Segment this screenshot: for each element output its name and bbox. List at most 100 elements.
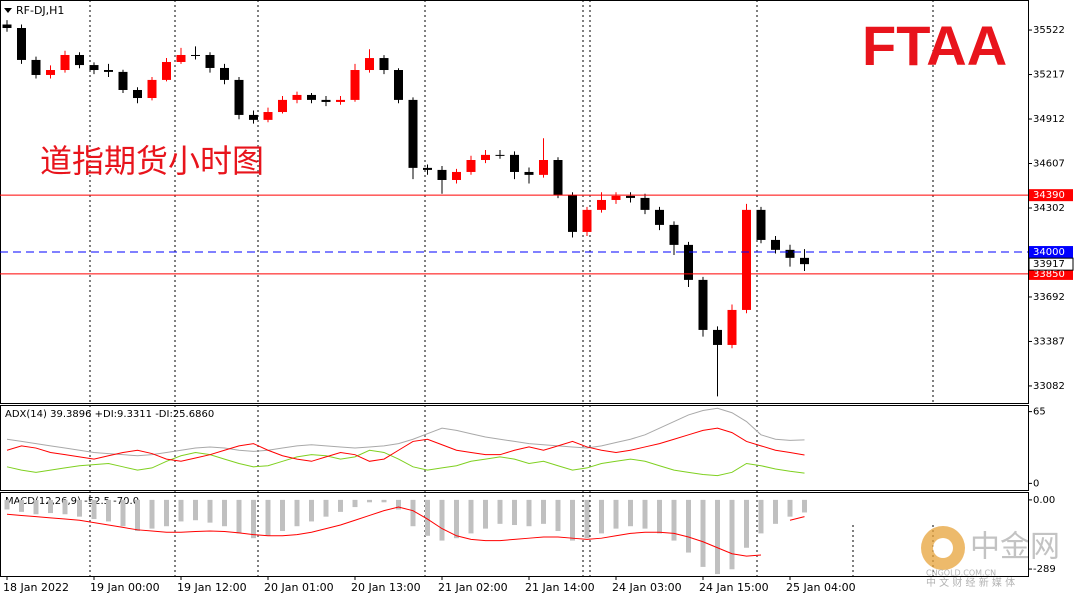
x-tick-label: 20 Jan 13:00 xyxy=(351,581,421,594)
histogram-bar xyxy=(323,499,329,517)
y-tick-label: 33387 xyxy=(1033,336,1065,347)
y-tick-label: 33692 xyxy=(1033,292,1065,303)
price-label-box xyxy=(1028,257,1074,271)
histogram-bar xyxy=(4,499,10,510)
histogram-bar xyxy=(410,499,416,527)
logo: FTAA xyxy=(862,14,1007,77)
candle-body xyxy=(234,79,244,115)
candle-body xyxy=(524,171,534,175)
histogram-bar xyxy=(381,499,387,503)
histogram-bar xyxy=(454,499,459,539)
candle-body xyxy=(278,99,287,113)
histogram-bar xyxy=(715,499,720,575)
histogram-bar xyxy=(570,499,575,541)
candle-body xyxy=(539,160,548,175)
candle-body xyxy=(568,195,577,232)
candle-body xyxy=(321,99,331,102)
candle-body xyxy=(611,195,621,200)
candle-body xyxy=(408,99,418,168)
candle-body xyxy=(669,224,679,245)
y-tick-label: 34912 xyxy=(1033,114,1065,125)
level-label-box xyxy=(1029,246,1073,259)
indicator-line xyxy=(6,449,805,477)
x-tick-label: 19 Jan 12:00 xyxy=(177,581,247,594)
histogram-bar xyxy=(700,499,706,567)
level-label: 33850 xyxy=(1033,269,1065,280)
histogram-bar xyxy=(744,499,749,548)
histogram-bar xyxy=(642,499,648,529)
histogram-bar xyxy=(758,499,764,534)
symbol: RF-DJ,H1 xyxy=(16,4,64,17)
y-tick-label: 34607 xyxy=(1033,159,1065,170)
histogram-bar xyxy=(294,499,300,527)
histogram-bar xyxy=(787,499,793,517)
histogram-bar xyxy=(468,499,474,534)
candle-body xyxy=(104,70,113,72)
watermark-slogan: 中 文 财 经 新 媒 体 xyxy=(926,576,1015,589)
level-label-box xyxy=(1029,189,1073,202)
histogram-bar xyxy=(265,499,271,536)
histogram-bar xyxy=(584,499,590,539)
x-tick-label: 18 Jan 2022 xyxy=(3,581,69,594)
histogram-bar xyxy=(686,499,691,553)
candle-body xyxy=(742,209,751,310)
histogram-bar xyxy=(802,499,807,513)
candle-body xyxy=(785,249,795,258)
candle-body xyxy=(162,61,171,80)
histogram-bar xyxy=(135,499,140,532)
histogram-bar xyxy=(497,499,503,524)
histogram-bar xyxy=(207,499,213,523)
y-tick-label: 35217 xyxy=(1033,70,1065,81)
histogram-bar xyxy=(309,499,314,522)
y-tick-label: 0.00 xyxy=(1033,495,1055,506)
histogram-bar xyxy=(425,499,430,536)
candle-body xyxy=(249,114,258,120)
candle-body xyxy=(727,309,737,345)
candle-body xyxy=(437,169,447,180)
candle-body xyxy=(17,28,26,60)
histogram-bar xyxy=(628,499,633,527)
indicator-line xyxy=(6,427,805,462)
histogram-bar xyxy=(599,499,604,534)
y-tick-label: 0 xyxy=(1033,478,1039,489)
histogram-bar xyxy=(120,499,126,527)
histogram-bar xyxy=(19,499,24,512)
histogram-bar xyxy=(367,499,372,503)
candle-body xyxy=(597,199,606,210)
candle-body xyxy=(365,58,374,71)
watermark-site: CNGOLD.COM.CN xyxy=(926,569,996,578)
histogram-bar xyxy=(193,499,198,521)
y-tick-label: 35522 xyxy=(1033,25,1065,36)
caption: 道指期货小时图 xyxy=(40,142,264,180)
candle-body xyxy=(2,24,12,29)
candle-body xyxy=(307,94,316,100)
price-label: 33917 xyxy=(1033,259,1065,270)
histogram-bar xyxy=(657,499,662,534)
candle-body xyxy=(89,65,99,71)
candle-body xyxy=(147,79,157,99)
candle-body xyxy=(75,54,84,66)
candle-body xyxy=(495,154,505,156)
candle-body xyxy=(684,244,693,280)
histogram-bar xyxy=(77,499,82,517)
candle-body xyxy=(292,94,302,100)
x-tick-label: 21 Jan 14:00 xyxy=(525,581,595,594)
panel-title: ADX(14) 39.3896 +DI:9.3311 -DI:25.6860 xyxy=(5,409,214,420)
histogram-bar xyxy=(178,499,184,522)
candle-body xyxy=(350,70,360,100)
level-label: 34390 xyxy=(1033,190,1065,201)
separators xyxy=(89,0,934,576)
candle-body xyxy=(466,160,476,172)
candle-body xyxy=(60,54,70,71)
x-tick-label: 24 Jan 03:00 xyxy=(612,581,682,594)
level-label: 34000 xyxy=(1033,247,1065,258)
histogram-bar xyxy=(338,499,343,512)
menu-arrow xyxy=(4,8,12,13)
candle-body xyxy=(191,54,200,56)
y-tick-label: 33082 xyxy=(1033,381,1065,392)
x-tick-label: 24 Jan 15:00 xyxy=(699,581,769,594)
candle-body xyxy=(379,58,389,71)
histogram-bar xyxy=(236,499,242,534)
histogram-bar xyxy=(671,499,677,541)
histogram-bar xyxy=(222,499,227,527)
